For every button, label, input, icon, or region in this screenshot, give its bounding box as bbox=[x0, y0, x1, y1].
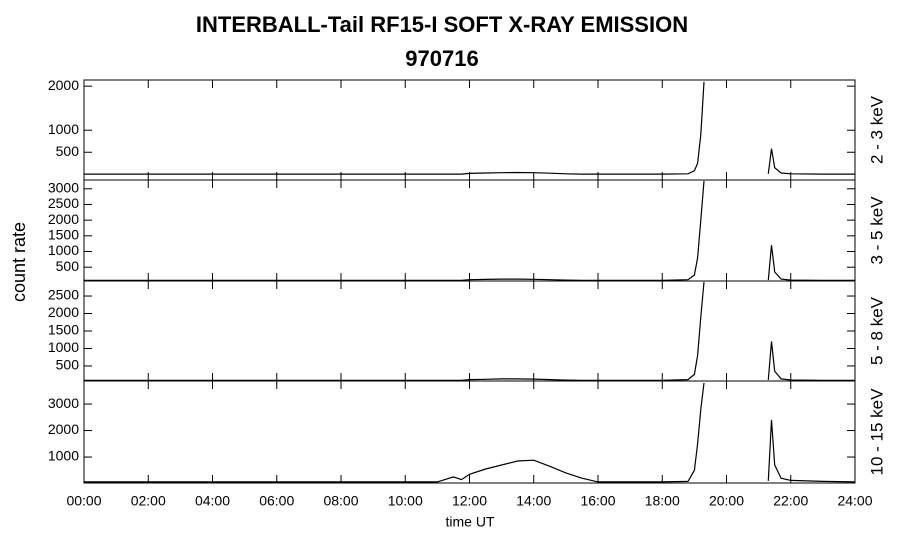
data-line bbox=[84, 180, 855, 281]
x-tick-label: 02:00 bbox=[131, 493, 166, 509]
x-tick-label: 10:00 bbox=[388, 493, 423, 509]
data-line bbox=[84, 382, 856, 483]
x-tick-label: 20:00 bbox=[709, 493, 744, 509]
y-tick-label: 2000 bbox=[48, 421, 79, 437]
y-tick-label: 1500 bbox=[48, 227, 79, 243]
panel-label: 2 - 3 keV bbox=[867, 95, 886, 164]
x-tick-label: 06:00 bbox=[259, 493, 294, 509]
y-tick-label: 3000 bbox=[48, 395, 79, 411]
x-tick-label: 18:00 bbox=[645, 493, 680, 509]
data-line bbox=[84, 281, 855, 381]
x-tick-label: 00:00 bbox=[66, 493, 101, 509]
y-tick-label: 1000 bbox=[48, 121, 79, 137]
x-axis-label: time UT bbox=[446, 514, 495, 530]
data-line bbox=[84, 81, 855, 175]
y-tick-label: 2500 bbox=[48, 195, 79, 211]
chart-title: INTERBALL-Tail RF15-I SOFT X-RAY EMISSIO… bbox=[196, 12, 688, 37]
x-tick-label: 24:00 bbox=[837, 493, 872, 509]
x-tick-label: 22:00 bbox=[773, 493, 808, 509]
x-tick-label: 12:00 bbox=[452, 493, 487, 509]
y-tick-label: 3000 bbox=[48, 179, 79, 195]
x-tick-label: 04:00 bbox=[195, 493, 230, 509]
x-tick-label: 16:00 bbox=[580, 493, 615, 509]
x-tick-label: 14:00 bbox=[516, 493, 551, 509]
x-tick-label: 08:00 bbox=[323, 493, 358, 509]
y-tick-label: 1500 bbox=[48, 322, 79, 338]
panel-label: 10 - 15 keV bbox=[867, 388, 886, 476]
y-tick-label: 2500 bbox=[48, 287, 79, 303]
y-axis-label: count rate bbox=[9, 222, 29, 302]
y-tick-label: 2000 bbox=[48, 211, 79, 227]
y-tick-label: 2000 bbox=[48, 77, 79, 93]
y-tick-label: 500 bbox=[56, 258, 80, 274]
panel-frame bbox=[83, 79, 856, 181]
y-tick-label: 1000 bbox=[48, 242, 79, 258]
panel-label: 5 - 8 keV bbox=[867, 296, 886, 365]
y-tick-label: 500 bbox=[56, 357, 80, 373]
y-tick-label: 500 bbox=[56, 143, 80, 159]
y-tick-label: 1000 bbox=[48, 339, 79, 355]
y-tick-label: 2000 bbox=[48, 304, 79, 320]
y-tick-label: 1000 bbox=[48, 448, 79, 464]
panel-label: 3 - 5 keV bbox=[867, 196, 886, 265]
chart-subtitle: 970716 bbox=[405, 46, 478, 71]
panel-frame bbox=[83, 280, 856, 382]
panel-frame bbox=[83, 179, 856, 282]
panel-frame bbox=[83, 380, 856, 484]
